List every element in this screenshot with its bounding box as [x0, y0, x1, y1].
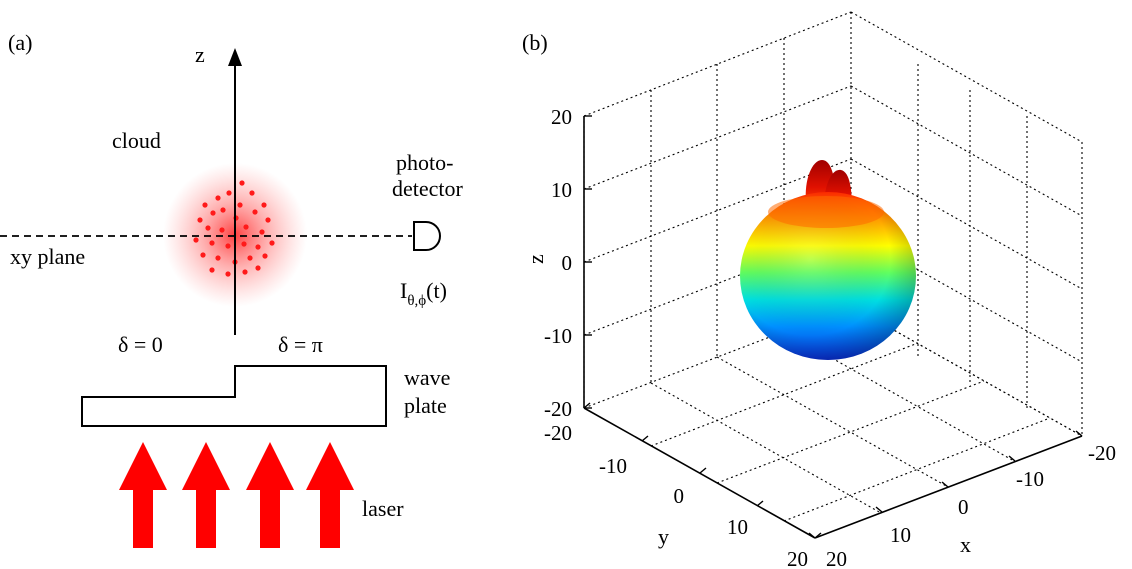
- panel-a-tag: (a): [8, 30, 32, 55]
- z-tick-label: 10: [551, 178, 572, 202]
- atom-dot: [239, 180, 245, 186]
- delta-right-label: δ = π: [278, 332, 323, 357]
- sphere-top-cap: [768, 196, 884, 228]
- panel-b-tag: (b): [522, 30, 548, 55]
- atom-dot: [226, 190, 232, 196]
- laser-arrow-icon: [182, 442, 230, 548]
- cloud-label: cloud: [112, 128, 161, 153]
- atom-dot: [225, 243, 231, 249]
- atom-dot: [241, 241, 247, 247]
- atom-dot: [225, 271, 231, 277]
- atom-dot: [215, 255, 221, 261]
- detector-label-line2: detector: [392, 176, 464, 201]
- laser-arrow-icon: [306, 442, 354, 548]
- x-tick-label: -10: [1016, 467, 1044, 491]
- z-axis-title: z: [523, 254, 548, 264]
- intensity-label: Iθ,ϕ(t): [400, 278, 447, 309]
- z-tick-label: 0: [562, 251, 573, 275]
- sphere-shading: [740, 192, 916, 360]
- z-axis-arrowhead: [228, 48, 242, 66]
- atom-dot: [242, 269, 248, 275]
- wave-plate-shape: [81, 365, 387, 427]
- atom-dot: [197, 217, 203, 223]
- laser-label: laser: [362, 496, 404, 521]
- y-tick-label: -20: [544, 421, 572, 445]
- atom-dot: [220, 207, 226, 213]
- atom-dot: [209, 240, 215, 246]
- delta-left-label: δ = 0: [118, 332, 163, 357]
- z-tick-label: -20: [544, 397, 572, 421]
- z-tick-labels: 20 10 0 -10 -20: [544, 105, 572, 421]
- photodetector-icon: [413, 221, 441, 251]
- y-tick-label: -10: [599, 454, 627, 478]
- atom-dot: [247, 255, 253, 261]
- x-tick-labels: 20 10 0 -10 -20: [826, 441, 1116, 569]
- atom-dot: [265, 217, 271, 223]
- atom-dot: [200, 252, 206, 258]
- atom-dot: [209, 267, 215, 273]
- y-tick-label: 0: [674, 484, 685, 508]
- atom-dot: [243, 224, 249, 230]
- atom-dot: [210, 210, 216, 216]
- y-tick-marks: [583, 402, 822, 539]
- radiation-pattern: [740, 160, 916, 360]
- y-tick-labels: -20 -10 0 10 20: [544, 421, 808, 569]
- z-tick-label: -10: [544, 324, 572, 348]
- x-axis-title: x: [960, 532, 971, 557]
- y-tick-label: 20: [787, 547, 808, 569]
- atom-dot: [219, 227, 225, 233]
- x-tick-label: -20: [1088, 441, 1116, 465]
- atom-dot: [205, 225, 211, 231]
- laser-arrow-icon: [246, 442, 294, 548]
- atom-dot: [237, 202, 243, 208]
- x-tick-label: 20: [826, 547, 847, 569]
- waveplate-label-line2: plate: [404, 393, 447, 418]
- atom-dot: [255, 265, 261, 271]
- laser-arrows: [119, 442, 354, 548]
- atom-dot: [202, 202, 208, 208]
- detector-label-line1: photo-: [396, 150, 453, 175]
- z-axis-label: z: [195, 42, 205, 67]
- laser-arrow-icon: [119, 442, 167, 548]
- atom-dot: [215, 195, 221, 201]
- y-tick-label: 10: [727, 515, 748, 539]
- panel-a: (a): [0, 30, 464, 548]
- atom-dot: [259, 229, 265, 235]
- waveplate-label-line1: wave: [404, 365, 450, 390]
- z-tick-label: 20: [551, 105, 572, 129]
- x-tick-marks: [808, 430, 1083, 539]
- xy-plane-label: xy plane: [10, 244, 85, 269]
- x-tick-label: 0: [958, 495, 969, 519]
- atom-dot: [193, 237, 199, 243]
- x-tick-label: 10: [890, 523, 911, 547]
- atom-dot: [249, 190, 255, 196]
- atom-dot: [262, 253, 268, 259]
- panel-b: (b): [522, 11, 1116, 569]
- atom-dot: [255, 244, 261, 250]
- atom-dot: [261, 202, 267, 208]
- intensity-arg: (t): [426, 278, 447, 303]
- atom-dots: [193, 180, 275, 277]
- intensity-sub: θ,ϕ: [407, 293, 426, 309]
- atom-dot: [252, 209, 258, 215]
- z-tick-marks: [584, 115, 592, 409]
- atom-dot: [269, 240, 275, 246]
- intensity-base: I: [400, 278, 407, 303]
- y-axis-title: y: [658, 524, 669, 549]
